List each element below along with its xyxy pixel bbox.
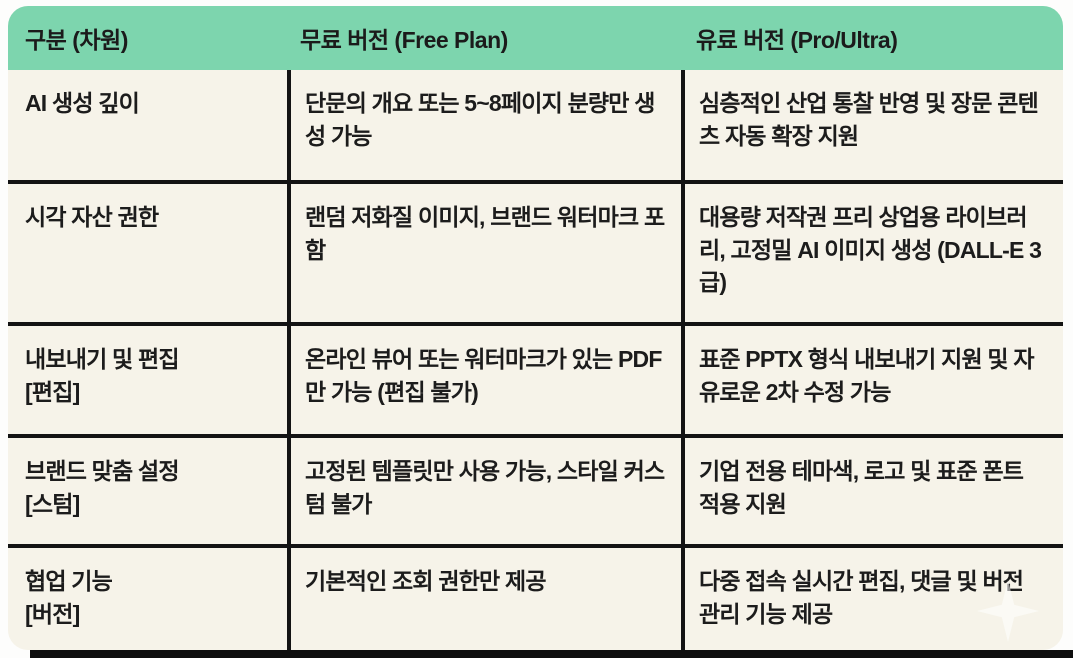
row-paid-value: 표준 PPTX 형식 내보내기 지원 및 자유로운 2차 수정 가능: [681, 326, 1063, 434]
row-free-value: 고정된 템플릿만 사용 가능, 스타일 커스텀 불가: [287, 438, 681, 544]
row-category: 협업 기능 [버전]: [25, 568, 113, 627]
row-paid-value: 다중 접속 실시간 편집, 댓글 및 버전 관리 기능 제공: [681, 548, 1063, 650]
bottom-border-bar: [30, 650, 1073, 658]
row-paid-value: 대용량 저작권 프리 상업용 라이브러리, 고정밀 AI 이미지 생성 (DAL…: [681, 184, 1063, 322]
row-category: AI 생성 깊이: [25, 90, 140, 116]
row-free-value: 기본적인 조회 권한만 제공: [287, 548, 681, 650]
column-header-free-plan: 무료 버전 (Free Plan): [300, 27, 508, 53]
column-header-paid-plan: 유료 버전 (Pro/Ultra): [696, 27, 898, 53]
row-category: 브랜드 맞춤 설정 [스텀]: [25, 458, 180, 517]
row-free-value: 랜덤 저화질 이미지, 브랜드 워터마크 포함: [287, 184, 681, 322]
row-paid-value: 심층적인 산업 통찰 반영 및 장문 콘텐츠 자동 확장 지원: [681, 70, 1063, 180]
table-row: AI 생성 깊이 단문의 개요 또는 5~8페이지 분량만 생성 가능 심층적인…: [8, 70, 1063, 180]
table-row: 협업 기능 [버전] 기본적인 조회 권한만 제공 다중 접속 실시간 편집, …: [8, 544, 1063, 650]
table-row: 내보내기 및 편집 [편집] 온라인 뷰어 또는 워터마크가 있는 PDF만 가…: [8, 322, 1063, 434]
row-paid-value: 기업 전용 테마색, 로고 및 표준 폰트 적용 지원: [681, 438, 1063, 544]
row-free-value: 온라인 뷰어 또는 워터마크가 있는 PDF만 가능 (편집 불가): [287, 326, 681, 434]
table-row: 시각 자산 권한 랜덤 저화질 이미지, 브랜드 워터마크 포함 대용량 저작권…: [8, 180, 1063, 322]
column-header-category: 구분 (차원): [25, 27, 128, 53]
table-row: 브랜드 맞춤 설정 [스텀] 고정된 템플릿만 사용 가능, 스타일 커스텀 불…: [8, 434, 1063, 544]
comparison-table-card: 구분 (차원) 무료 버전 (Free Plan) 유료 버전 (Pro/Ult…: [8, 6, 1063, 650]
row-category: 내보내기 및 편집 [편집]: [25, 346, 180, 405]
row-category: 시각 자산 권한: [25, 204, 159, 230]
row-free-value: 단문의 개요 또는 5~8페이지 분량만 생성 가능: [287, 70, 681, 180]
table-header-row: 구분 (차원) 무료 버전 (Free Plan) 유료 버전 (Pro/Ult…: [8, 6, 1063, 70]
